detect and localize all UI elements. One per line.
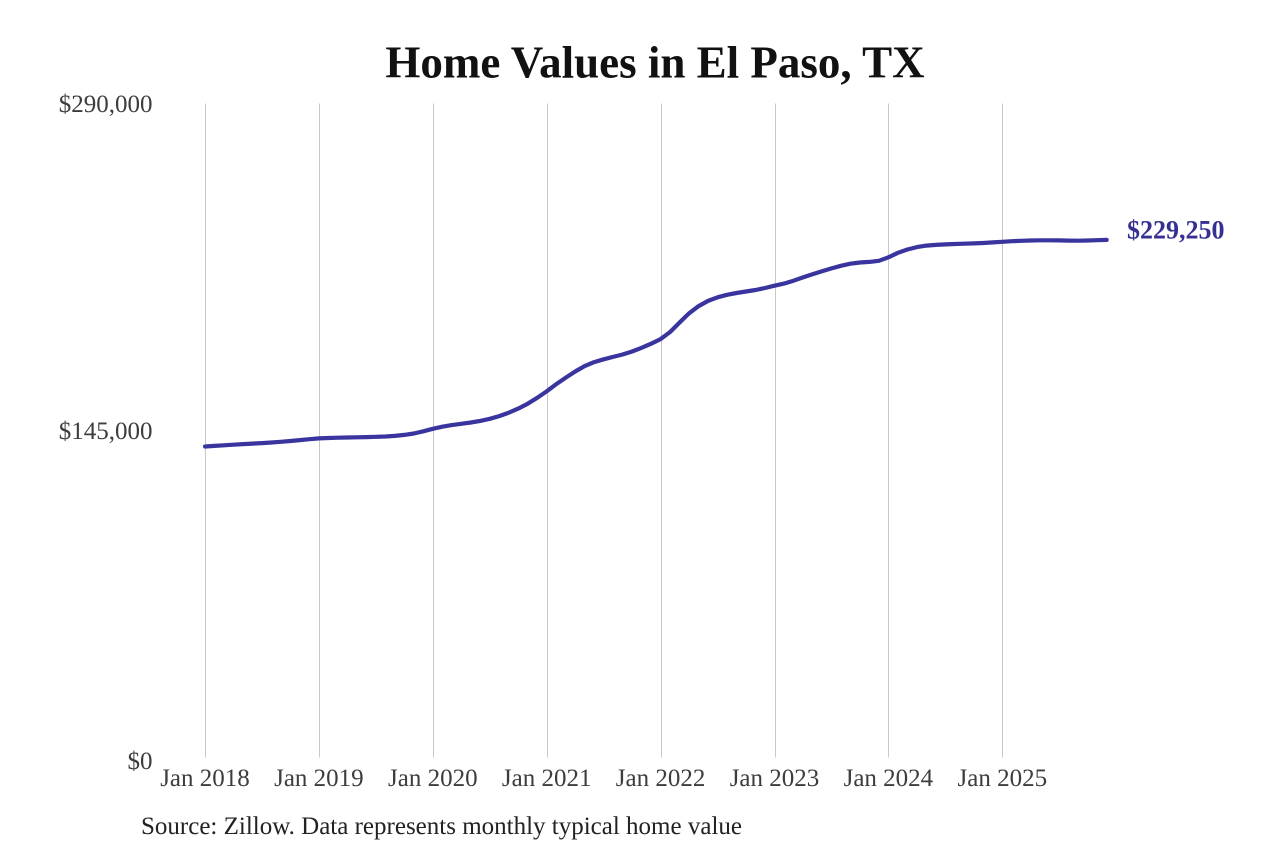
svg-text:Jan 2025: Jan 2025: [958, 765, 1048, 792]
svg-text:Jan 2024: Jan 2024: [844, 765, 934, 792]
svg-text:$145,000: $145,000: [59, 418, 153, 445]
svg-text:Source: Zillow. Data represent: Source: Zillow. Data represents monthly …: [141, 813, 742, 840]
svg-text:Jan 2020: Jan 2020: [388, 765, 478, 792]
svg-text:Jan 2022: Jan 2022: [616, 765, 706, 792]
svg-text:Home Values in El Paso, TX: Home Values in El Paso, TX: [385, 37, 924, 87]
svg-text:Jan 2023: Jan 2023: [730, 765, 820, 792]
svg-text:$0: $0: [128, 748, 153, 775]
svg-text:Jan 2019: Jan 2019: [274, 765, 364, 792]
svg-text:Jan 2021: Jan 2021: [502, 765, 592, 792]
svg-text:Jan 2018: Jan 2018: [160, 765, 250, 792]
svg-text:$290,000: $290,000: [59, 91, 153, 118]
svg-text:$229,250: $229,250: [1127, 216, 1225, 245]
